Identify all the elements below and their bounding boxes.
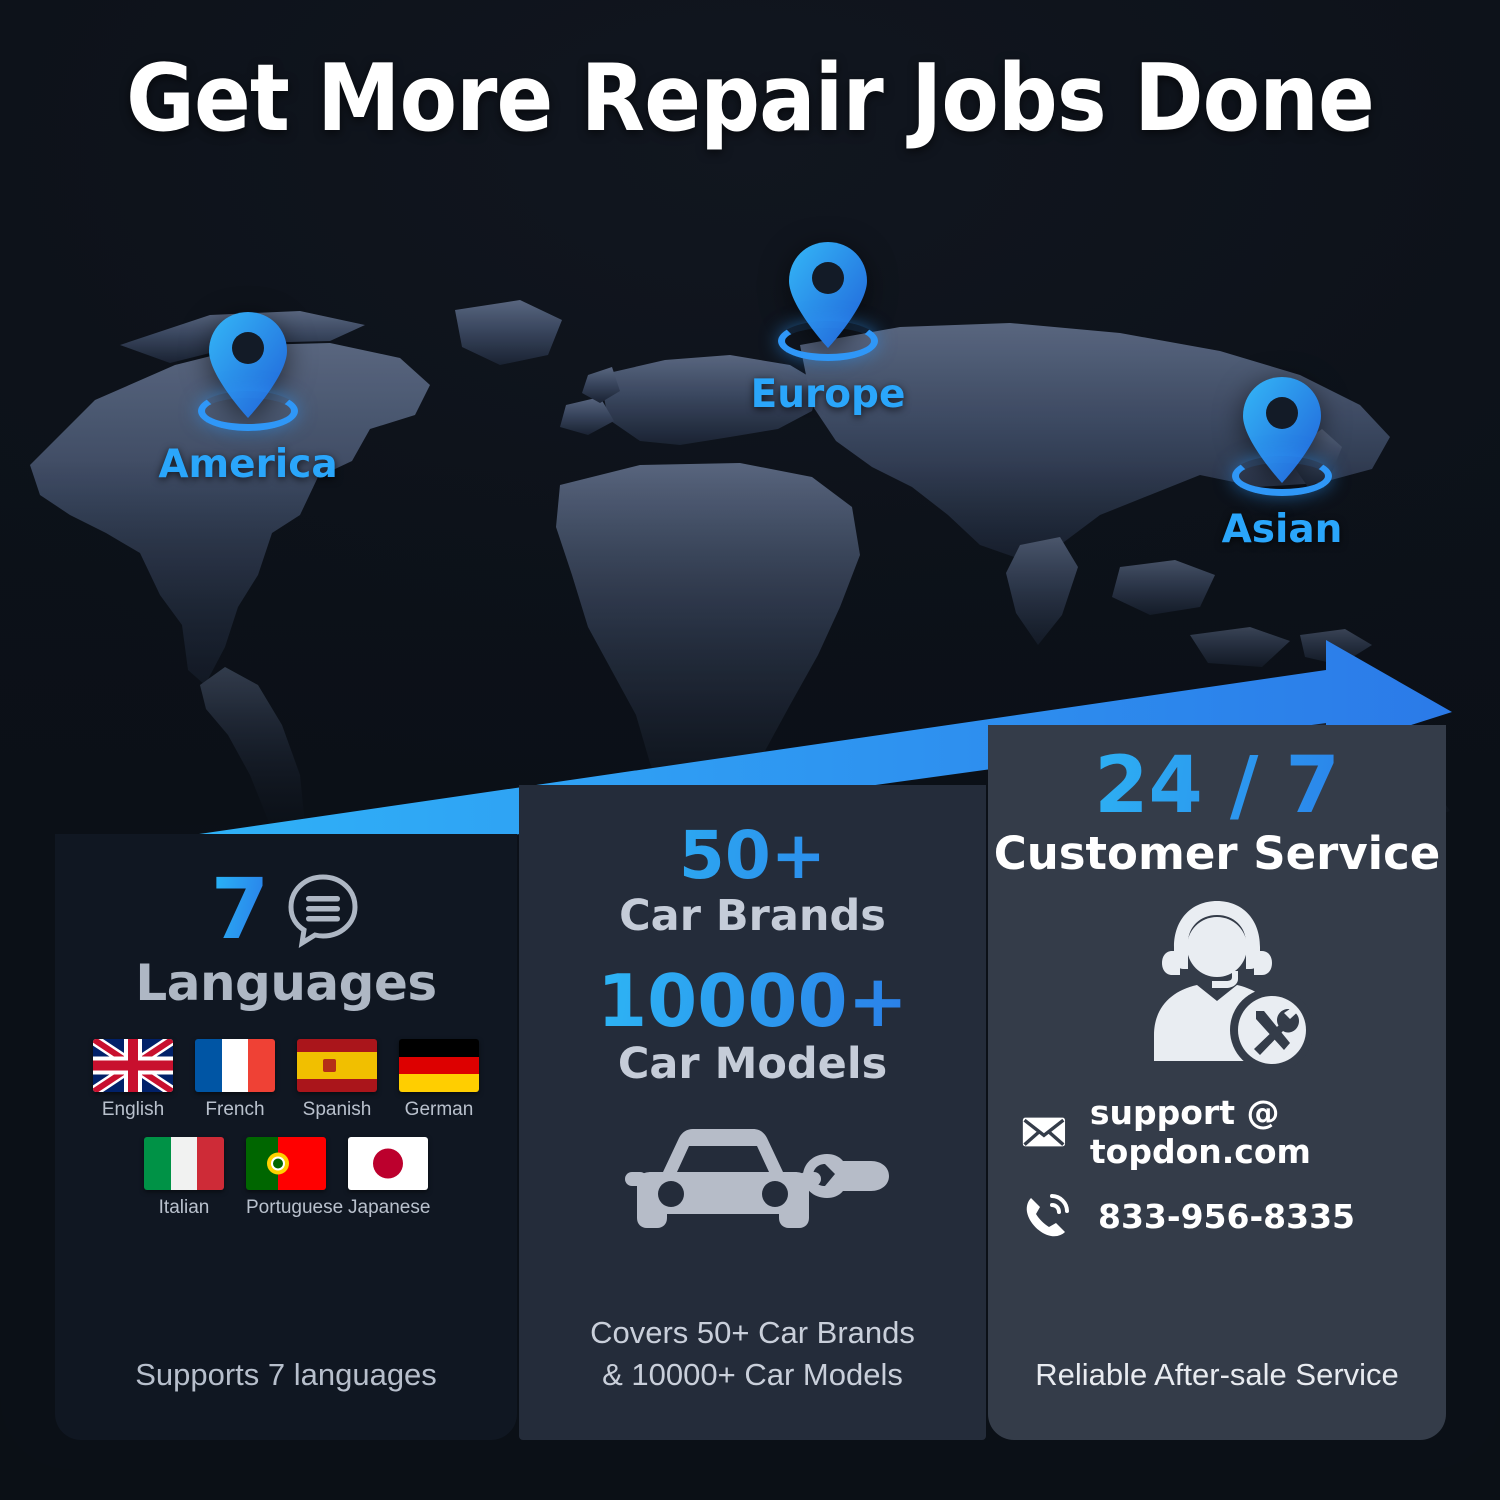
page-title: Get More Repair Jobs Done (126, 44, 1375, 152)
flag-label: Italian (158, 1197, 210, 1218)
pin-glow-ring (198, 391, 298, 431)
caption-line-1: Covers 50+ Car Brands (590, 1315, 915, 1351)
flag-it-icon (144, 1137, 224, 1190)
models-label: Car Models (617, 1039, 888, 1089)
panel-caption: Supports 7 languages (135, 1357, 437, 1393)
flag-pt-icon (246, 1137, 326, 1190)
pin-glow-ring (1232, 456, 1332, 496)
car-wrench-icon (519, 1110, 986, 1255)
languages-word: Languages (135, 953, 437, 1012)
location-pin-icon (1232, 375, 1332, 496)
speech-bubble-lines-icon (285, 872, 361, 948)
flag-row-2: Italian Portuguese (55, 1137, 517, 1219)
map-pin-label: America (158, 442, 338, 487)
panel-languages: 7 Languages (55, 834, 517, 1440)
flag-label: Portuguese (246, 1197, 344, 1218)
contact-phone[interactable]: 833-956-8335 (1022, 1193, 1446, 1239)
contact-list: support @ topdon.com 833-956-8335 (1022, 1093, 1446, 1261)
flag-label: French (205, 1099, 265, 1120)
support-agent-tools-icon (988, 885, 1446, 1080)
flag-es-icon (297, 1039, 377, 1092)
flag-item-french[interactable]: French (195, 1039, 275, 1121)
flag-item-spanish[interactable]: Spanish (297, 1039, 377, 1121)
flag-de-icon (399, 1039, 479, 1092)
flag-uk-icon (93, 1039, 173, 1092)
pin-glow-ring (778, 321, 878, 361)
location-pin-icon (778, 240, 878, 361)
map-pin-europe[interactable]: Europe (733, 240, 923, 417)
models-number: 10000+ (519, 965, 986, 1037)
flag-grid: English French (55, 1039, 517, 1235)
envelope-icon (1022, 1117, 1066, 1147)
service-headline: 24 / 7 (988, 747, 1446, 825)
map-pin-label: Europe (750, 372, 906, 417)
service-subhead: Customer Service (993, 827, 1441, 880)
flag-fr-icon (195, 1039, 275, 1092)
panel-coverage: 50+ Car Brands 10000+ Car Models Co (519, 785, 986, 1440)
map-pin-asian[interactable]: Asian (1187, 375, 1377, 552)
map-pin-label: Asian (1221, 507, 1343, 552)
models-stat: 10000+ Car Models (519, 965, 986, 1088)
brands-number: 50+ (519, 823, 986, 889)
flag-item-japanese[interactable]: Japanese (348, 1137, 431, 1219)
panel-caption: Reliable After-sale Service (1035, 1357, 1399, 1393)
caption-line-2: & 10000+ Car Models (602, 1357, 903, 1393)
email-text: support @ topdon.com (1089, 1093, 1311, 1171)
flag-jp-icon (348, 1137, 428, 1190)
phone-icon (1026, 1194, 1069, 1237)
panel-caption: Covers 50+ Car Brands & 10000+ Car Model… (519, 1312, 986, 1396)
flag-item-italian[interactable]: Italian (144, 1137, 224, 1219)
ascending-arrow-ribbon (0, 640, 1500, 900)
flag-item-english[interactable]: English (93, 1039, 173, 1121)
flag-row-1: English French (55, 1039, 517, 1121)
flag-label: Spanish (302, 1099, 372, 1120)
languages-heading: 7 Languages (55, 860, 517, 1012)
languages-count: 7 (210, 860, 270, 958)
service-heading: 24 / 7 Customer Service (988, 747, 1446, 880)
flag-item-portuguese[interactable]: Portuguese (246, 1137, 344, 1219)
brands-stat: 50+ Car Brands (519, 823, 986, 940)
flag-label: Japanese (348, 1197, 431, 1218)
location-pin-icon (198, 310, 298, 431)
map-pin-america[interactable]: America (153, 310, 343, 487)
brands-label: Car Brands (619, 891, 886, 941)
phone-text: 833-956-8335 (1098, 1196, 1356, 1236)
flag-label: German (404, 1099, 474, 1120)
flag-label: English (101, 1099, 165, 1120)
panel-service: 24 / 7 Customer Service (988, 725, 1446, 1440)
flag-item-german[interactable]: German (399, 1039, 479, 1121)
contact-email[interactable]: support @ topdon.com (1022, 1093, 1446, 1171)
